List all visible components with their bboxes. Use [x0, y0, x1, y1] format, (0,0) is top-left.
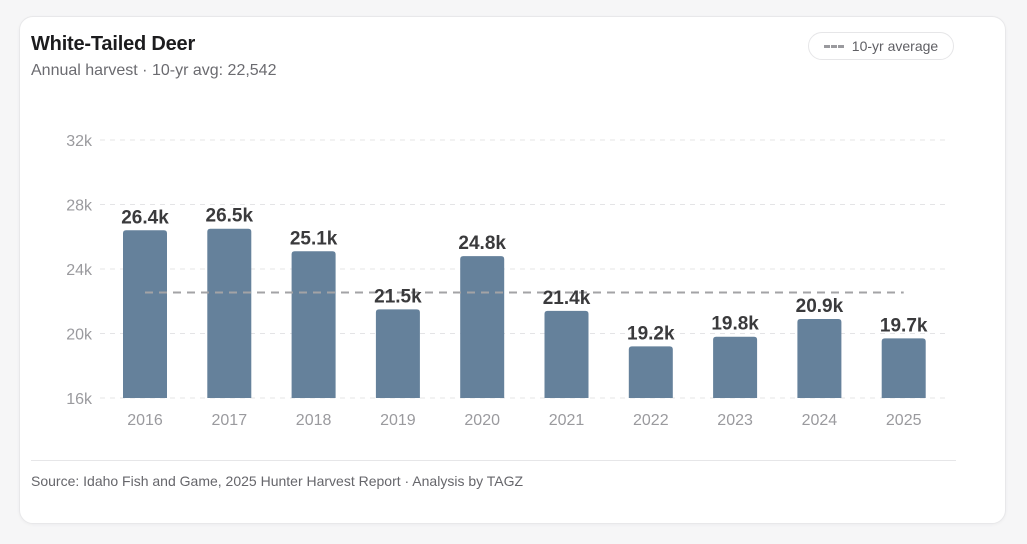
- y-tick-label: 24k: [66, 262, 93, 279]
- data-label: 26.4k: [121, 207, 169, 228]
- x-axis-ticks: 2016 2017 2018 2019 2020 2021 2022 2023 2024 2025: [127, 412, 921, 429]
- y-axis-ticks: 16k 20k 24k 28k 32k: [66, 133, 93, 408]
- bar: [881, 338, 926, 398]
- bar: [713, 336, 758, 398]
- chart-title: White-Tailed Deer: [31, 33, 196, 55]
- footer-divider: [31, 460, 956, 461]
- bar: [207, 228, 252, 398]
- x-tick-label: 2022: [633, 412, 669, 429]
- data-label: 26.5k: [206, 206, 254, 227]
- bar: [544, 310, 589, 398]
- bar: [375, 309, 420, 398]
- x-tick-label: 2016: [127, 412, 163, 429]
- data-label: 25.1k: [290, 228, 338, 249]
- bars: [123, 228, 926, 398]
- x-tick-label: 2025: [886, 412, 922, 429]
- x-tick-label: 2021: [549, 412, 585, 429]
- data-label: 19.7k: [880, 315, 928, 336]
- data-label: 20.9k: [796, 296, 844, 317]
- chart-card: [19, 16, 1006, 524]
- legend-average: 10-yr average: [808, 32, 954, 60]
- data-label: 19.2k: [627, 323, 675, 344]
- x-tick-label: 2023: [717, 412, 753, 429]
- y-tick-label: 20k: [66, 327, 93, 344]
- data-label: 21.5k: [374, 286, 422, 307]
- x-tick-label: 2024: [802, 412, 838, 429]
- x-tick-label: 2019: [380, 412, 416, 429]
- bar: [797, 318, 842, 398]
- chart-subtitle: Annual harvest · 10-yr avg: 22,542: [31, 62, 277, 79]
- data-label: 21.4k: [543, 288, 591, 309]
- data-label: 24.8k: [458, 233, 506, 254]
- y-tick-label: 28k: [66, 198, 93, 215]
- bar: [123, 230, 167, 398]
- x-tick-label: 2017: [212, 412, 248, 429]
- dashed-line-icon: [823, 44, 844, 48]
- bar: [291, 251, 336, 398]
- bar: [460, 256, 505, 398]
- x-tick-label: 2018: [296, 412, 332, 429]
- y-tick-label: 32k: [66, 133, 93, 150]
- data-labels: 26.4k 26.5k 25.1k 21.5k 24.8k 21.4k 19.2k 19.8k…: [121, 206, 928, 345]
- bar: [628, 346, 673, 398]
- y-tick-label: 16k: [66, 391, 93, 408]
- x-tick-label: 2020: [464, 412, 500, 429]
- legend-label: 10-yr average: [851, 38, 939, 54]
- source-note: Source: Idaho Fish and Game, 2025 Hunter…: [31, 473, 524, 489]
- data-label: 19.8k: [711, 314, 759, 335]
